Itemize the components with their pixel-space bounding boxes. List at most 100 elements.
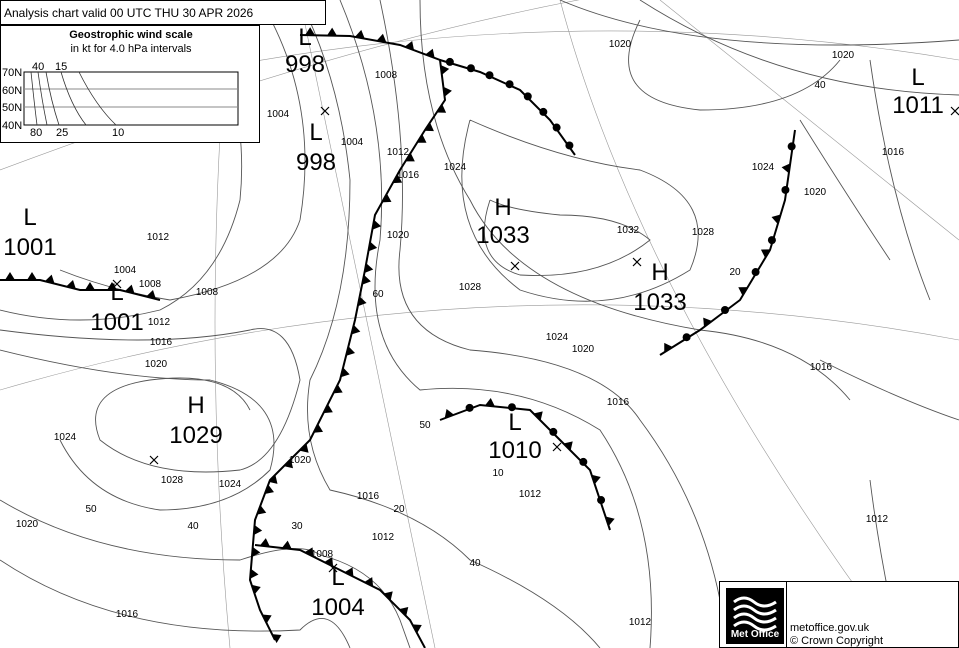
front-triangle — [268, 474, 278, 484]
center-cross-icon — [510, 261, 520, 271]
isobar — [799, 119, 891, 261]
front-triangle — [323, 404, 333, 414]
front-triangle — [346, 346, 355, 356]
isobar-label: 1012 — [629, 617, 652, 628]
front-semicircle — [682, 333, 691, 342]
pressure-letter: L — [309, 119, 322, 146]
scale-graph: 70N 60N 50N 40N 40 15 80 25 10 — [2, 61, 239, 139]
pressure-value: 998 — [296, 149, 336, 176]
front-semicircle — [781, 185, 790, 194]
pressure-letter: H — [187, 392, 204, 419]
front-semicircle — [465, 403, 474, 412]
front-triangle — [262, 614, 272, 624]
front-triangle — [124, 284, 135, 294]
isobar-label: 1024 — [752, 162, 775, 173]
front-triangle — [417, 134, 427, 143]
met-office-logo: Met Office — [726, 588, 784, 644]
front-semicircle — [445, 57, 454, 66]
isobar — [299, 0, 601, 648]
front-triangle — [364, 263, 374, 274]
front-semicircle — [751, 268, 760, 277]
front-triangle — [146, 290, 156, 299]
front-triangle — [412, 624, 422, 634]
front-triangle — [27, 272, 37, 280]
front-semicircle — [485, 71, 494, 80]
isobar-label: 30 — [291, 521, 303, 532]
front-semicircle — [523, 92, 532, 101]
lat-label: 50N — [2, 102, 22, 114]
front-triangle — [107, 282, 117, 290]
isobar-label: 1016 — [810, 362, 833, 373]
center-cross-icon — [320, 106, 330, 116]
front-triangle — [364, 577, 374, 587]
front-triangle — [313, 423, 324, 433]
pressure-letter: H — [494, 194, 511, 221]
front-triangle — [44, 274, 55, 284]
front-triangle — [344, 567, 354, 577]
isobar-label: 40 — [814, 80, 826, 91]
isobar-label: 1008 — [311, 549, 334, 560]
isobar-label: 1012 — [519, 489, 542, 500]
front-semicircle — [539, 107, 548, 116]
isobar-label: 1028 — [459, 282, 482, 293]
front-triangle — [351, 324, 361, 335]
front-triangle — [324, 557, 334, 567]
front-triangle — [253, 524, 263, 535]
front-semicircle — [466, 64, 475, 73]
scale-top-label: 15 — [55, 61, 67, 73]
front-triangle — [591, 474, 601, 485]
isobar-label: 1012 — [372, 532, 395, 543]
front-triangle — [354, 29, 365, 39]
front-triangle — [368, 241, 378, 252]
front-triangle — [382, 193, 392, 203]
front-triangle — [283, 459, 294, 469]
pressure-value: 1001 — [3, 234, 56, 261]
isobar-label: 1020 — [387, 230, 410, 241]
website-link[interactable]: metoffice.gov.uk — [790, 622, 870, 634]
isobar-label: 1008 — [139, 279, 162, 290]
graticule-line — [0, 304, 959, 391]
pressure-letter: L — [508, 409, 521, 436]
isobar-label: 1020 — [609, 39, 632, 50]
isobar-label: 1016 — [116, 609, 139, 620]
graticule-line — [559, 0, 901, 648]
isobar — [639, 0, 959, 96]
isobar-label: 1024 — [444, 162, 467, 173]
isobar-label: 1016 — [882, 147, 905, 158]
front-triangle — [771, 214, 781, 225]
front-triangle — [563, 441, 573, 451]
isobar-label: 1016 — [357, 491, 380, 502]
isobar — [819, 359, 959, 421]
cold-front — [248, 34, 447, 641]
isobar-label: 1020 — [804, 187, 827, 198]
pressure-system-low: L 1004 — [311, 563, 365, 621]
pressure-system-low: L 1001 — [3, 204, 56, 261]
isobar — [0, 559, 351, 648]
front-triangle — [357, 296, 367, 307]
front-semicircle — [767, 236, 776, 245]
pressure-value: 1011 — [892, 92, 944, 119]
front-triangle — [443, 86, 452, 97]
copyright: © Crown Copyright — [790, 635, 884, 647]
front-triangle — [299, 443, 309, 453]
isobar-label: 1020 — [16, 519, 39, 530]
pressure-value: 1033 — [633, 289, 686, 316]
isobar — [419, 0, 851, 401]
front-semicircle — [597, 496, 606, 505]
pressure-value: 1010 — [488, 437, 541, 464]
center-cross-icon — [149, 455, 159, 465]
front-triangle — [424, 122, 434, 132]
front-triangle — [605, 516, 615, 526]
isobar-label: 40 — [187, 521, 199, 532]
front-triangle — [664, 342, 673, 353]
pressure-letter: L — [331, 564, 344, 591]
front-semicircle — [787, 142, 796, 151]
isobar-label: 50 — [419, 420, 431, 431]
front-triangle — [703, 317, 712, 327]
pressure-value: 1029 — [169, 422, 222, 449]
